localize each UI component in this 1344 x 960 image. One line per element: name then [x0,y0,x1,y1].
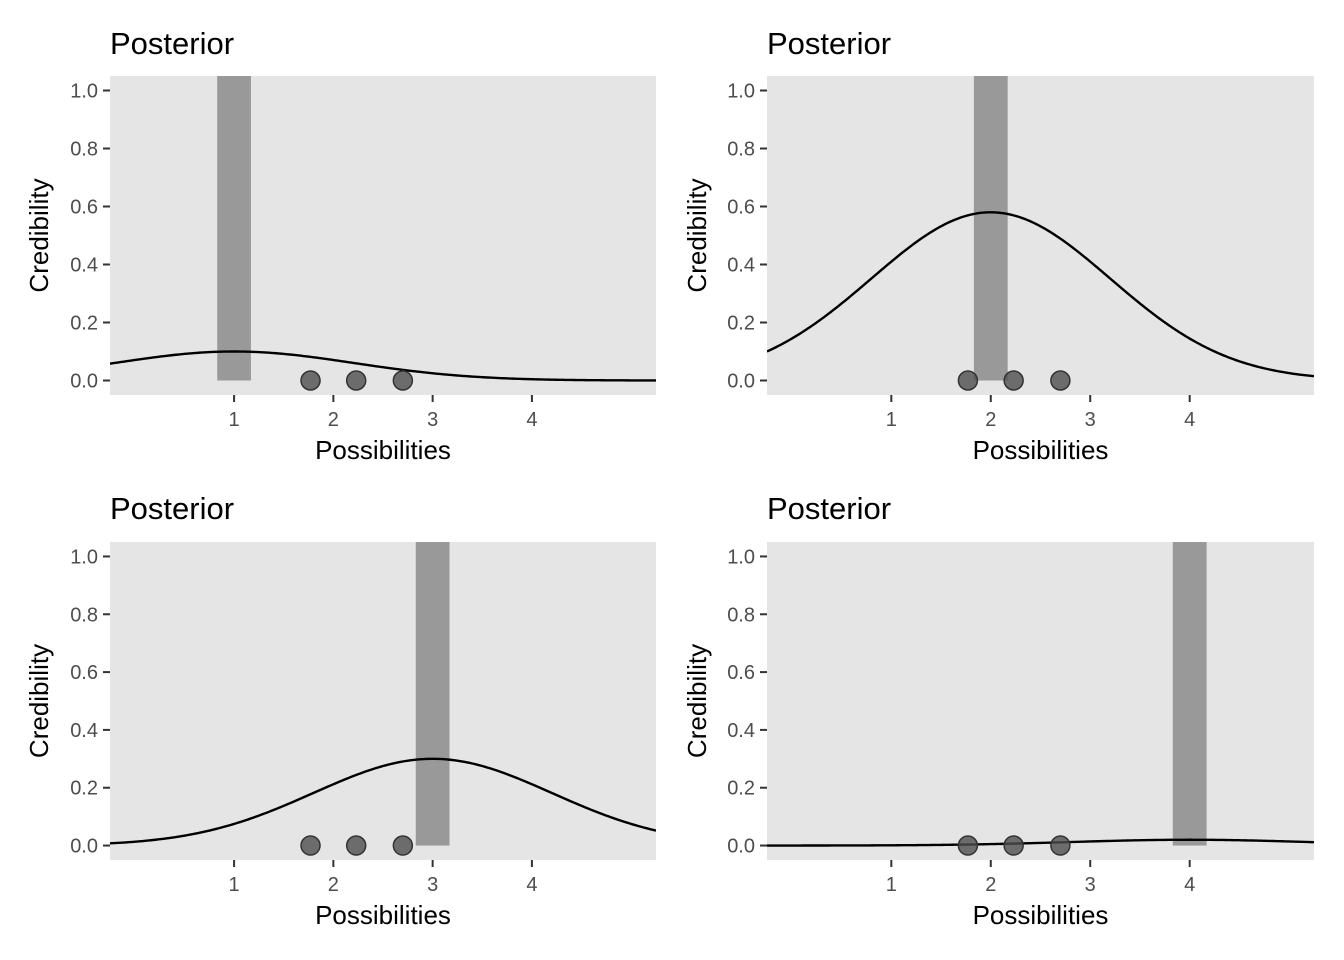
y-axis-title: Credibility [24,178,54,292]
y-tick-label: 0.2 [727,778,755,800]
x-tick-label: 3 [1085,874,1096,896]
y-tick-label: 0.8 [70,604,98,626]
panel-title: Posterior [767,491,891,526]
y-tick-label: 0.6 [70,197,98,219]
bar [415,542,450,846]
data-point-3 [1050,835,1071,856]
x-tick-label: 3 [427,874,438,896]
y-tick-label: 0.4 [70,255,98,277]
y-tick-label: 0.4 [70,720,98,742]
x-tick-label: 2 [328,409,339,431]
x-tick-label: 1 [229,409,240,431]
y-tick-label: 0.2 [70,313,98,335]
y-tick-label: 0.0 [70,836,98,858]
x-axis-title: Possibilities [973,435,1109,465]
data-point-3 [1050,370,1071,391]
x-tick-label: 2 [328,874,339,896]
posterior-curve [767,838,1314,847]
y-tick-label: 1.0 [727,546,755,568]
plot-area [110,76,656,391]
x-tick-label: 4 [526,874,537,896]
y-axis-title: Credibility [682,178,712,292]
y-tick-label: 0.8 [727,604,755,626]
posterior-panel-1: 0.0 0.2 0.4 0.6 0.8 1.0 1 2 3 4 Posterior Possibili… [24,26,656,465]
x-tick-label: 2 [985,409,996,431]
posterior-curve [110,350,656,382]
panel-title: Posterior [110,491,234,526]
plot-area [767,542,1314,856]
panel-background [110,542,656,860]
posterior-panel-2: 0.0 0.2 0.4 0.6 0.8 1.0 1 2 3 4 Posterior Possibili… [682,26,1314,465]
data-point-1 [300,835,321,856]
posterior-panel-4: 0.0 0.2 0.4 0.6 0.8 1.0 1 2 3 4 Posterior Possibili… [682,491,1314,930]
panel-background [110,76,656,395]
posterior-panel-3: 0.0 0.2 0.4 0.6 0.8 1.0 1 2 3 4 Posterior Possibili… [24,491,656,930]
panel-background [767,542,1314,860]
data-point-2 [345,370,367,391]
y-tick-label: 0.8 [727,139,755,161]
y-tick-label: 0.4 [727,255,755,277]
plot-area [110,542,656,856]
y-axis-title: Credibility [24,644,54,758]
y-tick-label: 0.2 [727,313,755,335]
x-tick-label: 3 [427,409,438,431]
x-tick-label: 4 [526,409,537,431]
y-tick-label: 0.0 [727,371,755,393]
plot-area [767,76,1314,391]
x-tick-label: 4 [1184,874,1195,896]
data-point-2 [345,835,367,856]
posterior-curve [767,211,1314,378]
y-tick-label: 0.2 [70,778,98,800]
bar [217,76,251,381]
panel-background [767,76,1314,395]
y-tick-label: 0.0 [727,836,755,858]
panel-title: Posterior [110,26,234,61]
y-tick-label: 0.6 [70,662,98,684]
x-axis-title: Possibilities [315,435,451,465]
x-tick-label: 4 [1184,409,1195,431]
data-point-3 [392,370,414,391]
x-axis-title: Possibilities [315,900,451,930]
x-axis-title: Possibilities [973,900,1109,930]
data-point-1 [957,370,979,391]
panel-title: Posterior [767,26,891,61]
data-point-1 [957,835,979,856]
x-tick-label: 3 [1085,409,1096,431]
y-tick-label: 0.6 [727,662,755,684]
y-tick-label: 1.0 [727,81,755,103]
bar [1172,542,1207,846]
y-tick-label: 1.0 [70,81,98,103]
y-tick-label: 0.6 [727,197,755,219]
x-tick-label: 1 [886,874,897,896]
y-tick-label: 1.0 [70,546,98,568]
bar [973,76,1008,381]
y-tick-label: 0.8 [70,139,98,161]
y-tick-label: 0.0 [70,371,98,393]
data-point-1 [300,370,321,391]
x-tick-label: 1 [886,409,897,431]
posterior-curve [110,757,656,845]
x-tick-label: 2 [985,874,996,896]
data-point-3 [392,835,414,856]
data-point-2 [1003,835,1024,856]
x-tick-label: 1 [229,874,240,896]
y-axis-title: Credibility [682,644,712,758]
data-point-2 [1003,370,1024,391]
y-tick-label: 0.4 [727,720,755,742]
